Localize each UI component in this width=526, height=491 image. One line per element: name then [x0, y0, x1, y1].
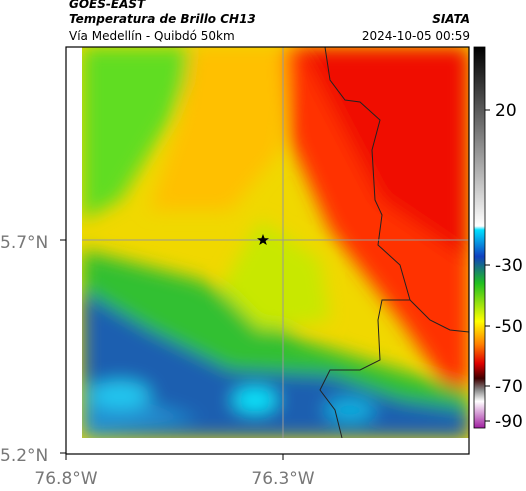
- timestamp: 2024-10-05 00:59: [361, 29, 470, 43]
- colorbar-tick-label: -90: [495, 412, 523, 432]
- colorbar-tick-label: -30: [495, 256, 523, 276]
- lat-tick-label: 5.2°N: [0, 446, 48, 466]
- title: Temperatura de Brillo CH13: [69, 12, 256, 26]
- subtitle: Vía Medellín - Quibdó 50km: [69, 29, 235, 43]
- colorbar-tick-label: -50: [495, 317, 523, 337]
- satellite-image: [82, 47, 469, 438]
- colorbar-tick-label: -70: [495, 377, 523, 397]
- colorbar: [473, 46, 486, 429]
- frame: [65, 46, 470, 455]
- brand: SIATA: [432, 12, 470, 26]
- lon-tick-label: 76.8°W: [34, 469, 97, 489]
- source: GOES-EAST: [69, 0, 146, 11]
- lat-tick-label: 5.7°N: [0, 233, 48, 253]
- lon-tick-label: 76.3°W: [251, 469, 314, 489]
- colorbar-tick-label: 20: [495, 101, 517, 121]
